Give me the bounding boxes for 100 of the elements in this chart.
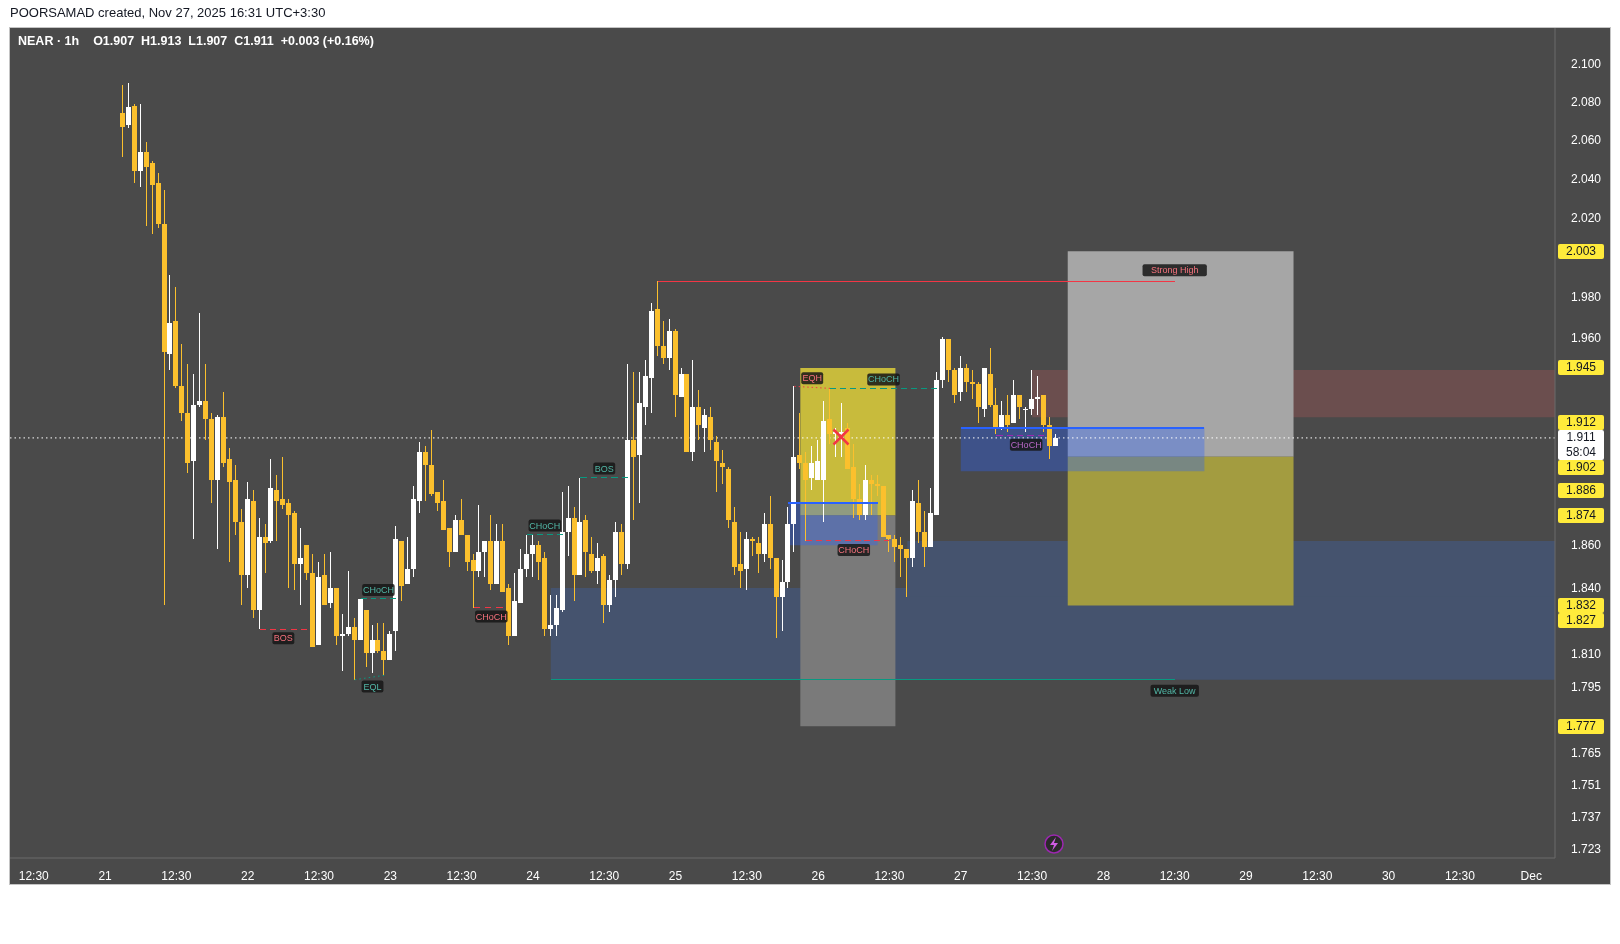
candlestick (696, 389, 701, 441)
candlestick (352, 617, 357, 681)
candlestick (720, 449, 725, 485)
y-tick-label: 1.737 (1571, 809, 1602, 824)
x-tick-label: 12:30 (589, 868, 620, 883)
x-tick-label: 21 (98, 868, 113, 883)
annotation: CHoCH (529, 520, 561, 531)
annotation: EQH (802, 373, 822, 384)
annotation: CHoCH (362, 584, 394, 595)
x-tick-label: 12:30 (1159, 868, 1191, 883)
candlestick (530, 534, 535, 578)
text: 1.827 (1558, 612, 1604, 628)
x-tick-label: 29 (1239, 868, 1253, 883)
annotation: BOS (273, 633, 293, 644)
ref-line-label: 1.911 58:04 (1558, 430, 1604, 461)
candlestick (197, 312, 202, 408)
candlestick (756, 536, 761, 574)
y-tick-label: 1.860 (1571, 538, 1602, 553)
candlestick (714, 435, 719, 493)
x-tick-label: 23 (383, 868, 398, 883)
candlestick (405, 536, 410, 585)
annotation: CHoCH (475, 611, 507, 622)
x-tick-label: 12:30 (446, 868, 477, 883)
text: 1.874 (1558, 507, 1604, 523)
y-tick-label: 2.080 (1571, 94, 1602, 109)
x-tick-label: Dec (1520, 868, 1542, 883)
candlestick (120, 84, 125, 158)
candlestick (993, 387, 998, 435)
text: NEAR · 1h (18, 34, 80, 48)
candlestick (875, 474, 880, 497)
y-tick-label: 1.751 (1571, 778, 1602, 793)
y-tick-label: 2.100 (1571, 56, 1602, 71)
text: POORSAMAD created, Nov 27, 2025 16:31 UTC+3:30 (10, 5, 326, 20)
candlestick (827, 387, 832, 445)
candlestick (482, 540, 487, 578)
candlestick (999, 400, 1004, 431)
x-tick-label: 24 (526, 868, 540, 883)
candlestick (459, 498, 464, 536)
text: 1.912 (1558, 415, 1604, 431)
x-tick-label: 12:30 (731, 868, 763, 883)
candlestick (381, 622, 386, 676)
text: 1.832 (1558, 597, 1604, 613)
text: 1.777 (1558, 718, 1604, 734)
candlestick (566, 485, 571, 557)
text: 2.003 (1558, 243, 1604, 259)
candlestick (1023, 406, 1028, 433)
annotation: CHoCH (1010, 439, 1042, 450)
annotation: Weak Low (1153, 685, 1197, 696)
candlestick (1047, 416, 1052, 460)
x-tick-label: 28 (1096, 868, 1111, 883)
annotation: CHoCH (868, 374, 900, 385)
candlestick (970, 369, 975, 400)
candlestick (138, 103, 143, 188)
candlestick (1005, 394, 1010, 433)
x-tick-label: 12:30 (161, 868, 192, 883)
candlestick (679, 367, 684, 398)
candlestick (976, 381, 981, 424)
candlestick (922, 510, 927, 568)
text: 1.945 (1558, 360, 1604, 376)
annotation: Strong High (1150, 265, 1199, 276)
candlestick (346, 570, 351, 637)
candlestick (631, 371, 636, 521)
candlestick (375, 622, 380, 654)
candlestick (1029, 369, 1034, 416)
y-tick-label: 1.795 (1571, 679, 1602, 694)
candlestick (595, 542, 600, 585)
candlestick (126, 82, 131, 129)
candlestick (340, 613, 345, 672)
candlestick (263, 523, 268, 574)
candlestick (298, 527, 303, 606)
y-tick-label: 1.723 (1571, 842, 1602, 857)
x-tick-label: 12:30 (18, 868, 50, 883)
candlestick (708, 406, 713, 451)
text: 1.886 (1558, 482, 1604, 498)
x-tick-label: 30 (1381, 868, 1396, 883)
y-tick-label: 1.840 (1571, 581, 1602, 596)
candlestick (780, 559, 785, 632)
y-tick-label: 1.980 (1571, 290, 1602, 305)
candlestick (524, 534, 529, 578)
candlestick (797, 412, 802, 470)
x-tick-label: 25 (668, 868, 683, 883)
candlestick (328, 551, 333, 609)
candlestick (661, 320, 666, 365)
x-tick-label: 12:30 (1017, 868, 1048, 883)
x-tick-label: 12:30 (1444, 868, 1476, 883)
annotation: BOS (594, 463, 614, 474)
x-tick-label: 12:30 (1302, 868, 1333, 883)
candlestick (750, 536, 755, 557)
y-tick-label: 1.765 (1571, 746, 1602, 761)
text: 1.902 (1558, 460, 1604, 476)
x-tick-label: 12:30 (303, 868, 335, 883)
candlestick (803, 451, 808, 542)
candlestick (476, 504, 481, 578)
candlestick (904, 549, 909, 598)
candlestick (869, 474, 874, 516)
candlestick (423, 445, 428, 502)
x-tick-label: 26 (811, 868, 826, 883)
candlestick (203, 363, 208, 441)
x-tick-label: 22 (241, 868, 255, 883)
y-tick-label: 2.040 (1571, 172, 1602, 186)
